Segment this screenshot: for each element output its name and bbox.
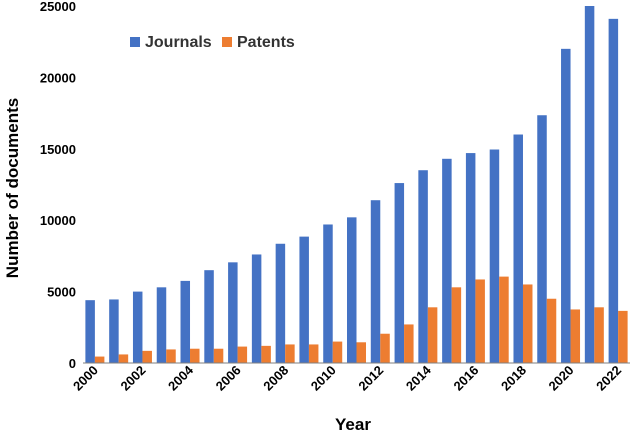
bar-journals-2009 (299, 236, 309, 363)
bar-patents-2014 (427, 307, 438, 363)
bar-journals-2014 (418, 170, 428, 363)
y-tick-label: 15000 (40, 142, 76, 157)
bar-patents-2007 (261, 345, 271, 363)
bar-journals-2018 (513, 134, 523, 363)
x-tick-label: 2002 (118, 363, 149, 394)
bar-journals-2000 (85, 300, 95, 363)
bar-journals-2011 (347, 217, 357, 363)
x-tick-label: 2016 (450, 363, 481, 394)
bar-journals-2010 (323, 224, 333, 363)
x-tick-label: 2018 (498, 363, 529, 394)
bar-journals-2019 (537, 115, 547, 364)
x-tick-label: 2006 (213, 363, 244, 394)
bar-patents-2008 (285, 344, 295, 363)
x-tick-label: 2010 (308, 363, 339, 394)
bar-patents-2012 (380, 333, 390, 363)
bar-journals-2006 (228, 262, 238, 363)
bar-patents-2013 (404, 324, 414, 363)
bar-patents-2022 (618, 310, 628, 363)
bar-journals-2015 (442, 158, 452, 363)
x-tick-label: 2008 (260, 363, 291, 394)
bar-journals-2012 (370, 200, 381, 363)
x-axis-ticks: 2000 2002 2004 2006 2008 2010 2012 2014 2016 2018… (70, 362, 624, 394)
bar-journals-2007 (251, 254, 262, 363)
bar-journals-2022 (608, 18, 619, 363)
x-axis-title: Year (335, 415, 371, 432)
bar-journals-2020 (561, 48, 571, 364)
y-tick-label: 0 (69, 356, 76, 371)
x-tick-label: 2022 (593, 363, 624, 394)
bar-patents-2019 (546, 298, 557, 363)
bar-patents-2001 (118, 354, 129, 363)
y-tick-label: 5000 (47, 285, 76, 300)
bar-journals-2021 (584, 6, 595, 363)
bar-patents-2005 (213, 348, 224, 363)
y-axis-ticks: 0 5000 10000 15000 20000 25000 (40, 0, 76, 371)
bar-patents-2011 (356, 342, 366, 363)
y-tick-label: 10000 (40, 213, 76, 228)
bar-patents-2003 (166, 349, 176, 363)
legend: Journals Patents (130, 34, 295, 51)
bar-journals-2016 (465, 153, 476, 363)
bar-journals-2002 (132, 291, 143, 363)
bar-journals-2005 (204, 270, 214, 363)
bars-group (85, 6, 628, 364)
bar-patents-2021 (594, 307, 604, 363)
bar-patents-2016 (475, 279, 485, 363)
bar-journals-2003 (156, 287, 167, 363)
bar-patents-2004 (190, 348, 200, 363)
bar-patents-2020 (570, 309, 581, 363)
bar-patents-2015 (451, 287, 462, 363)
x-tick-label: 2020 (546, 363, 577, 394)
x-tick-label: 2012 (355, 363, 386, 394)
bar-patents-2017 (499, 276, 509, 363)
bar-patents-2010 (332, 341, 343, 363)
bar-journals-2004 (180, 280, 191, 363)
bar-patents-2006 (237, 346, 248, 363)
y-tick-label: 25000 (40, 0, 76, 14)
bar-patents-2000 (94, 356, 105, 363)
bar-journals-2001 (109, 299, 119, 363)
bar-journals-2008 (275, 243, 286, 363)
bar-journals-2017 (489, 149, 500, 363)
x-tick-label: 2014 (403, 362, 435, 394)
legend-swatch-journals (130, 37, 140, 47)
bar-patents-2018 (522, 284, 533, 363)
y-tick-label: 20000 (40, 70, 76, 85)
y-axis-title: Number of documents (3, 98, 22, 278)
x-tick-label: 2004 (165, 362, 197, 394)
bar-patents-2002 (142, 350, 152, 363)
bar-patents-2009 (308, 344, 319, 363)
legend-label-journals: Journals (145, 34, 212, 51)
bar-journals-2013 (394, 183, 405, 363)
legend-label-patents: Patents (237, 34, 295, 51)
legend-swatch-patents (222, 37, 232, 47)
